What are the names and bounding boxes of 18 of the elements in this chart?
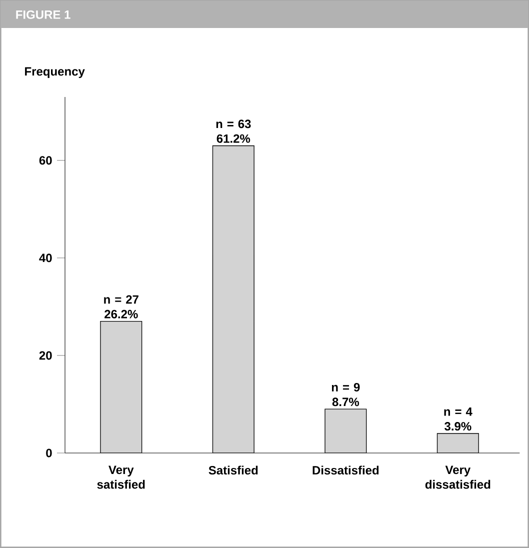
data-label: n = 63 61.2% <box>216 120 251 143</box>
bar <box>324 408 367 453</box>
x-tick-label: Very satisfied <box>97 466 145 489</box>
x-tick-label: Satisfied <box>208 466 258 475</box>
chart-title: FIGURE 1 <box>16 10 70 19</box>
y-tick-label: 60 <box>39 156 52 165</box>
bar <box>212 145 254 453</box>
bar <box>436 433 479 453</box>
data-label: n = 4 3.9% <box>444 407 472 431</box>
x-tick-label: Very dissatisfied <box>425 466 490 489</box>
y-axis-title: Frequency <box>25 67 85 78</box>
y-tick-label: 20 <box>39 351 52 360</box>
y-tick-label: 0 <box>46 448 52 458</box>
data-label: n = 27 26.2% <box>104 295 138 318</box>
y-tick-label: 40 <box>39 254 52 262</box>
data-label: n = 9 8.7% <box>332 383 360 406</box>
bar <box>100 320 142 453</box>
x-tick-label: Dissatisfied <box>312 466 379 475</box>
